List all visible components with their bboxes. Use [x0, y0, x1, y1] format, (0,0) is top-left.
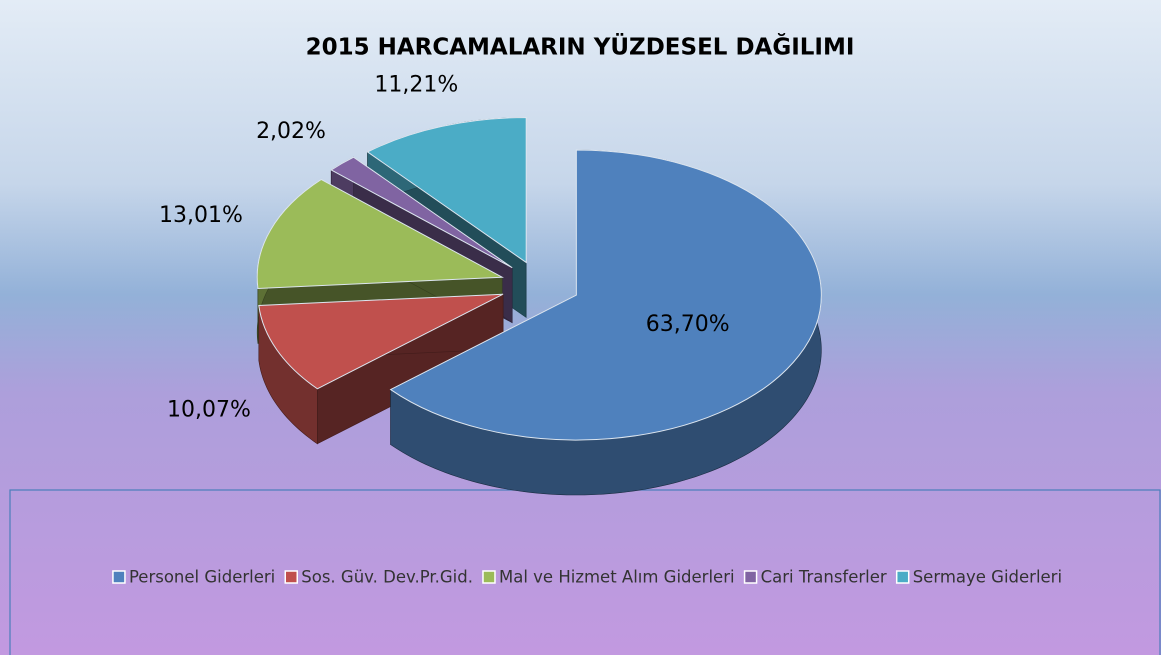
data-label: 13,01% [159, 203, 243, 228]
legend-label: Cari Transferler [761, 568, 887, 587]
legend-swatch [284, 570, 298, 584]
legend-label: Personel Giderleri [129, 568, 275, 587]
data-label: 2,02% [256, 119, 326, 144]
slice [258, 293, 504, 390]
data-label: 63,70% [646, 312, 730, 337]
data-label: 11,21% [374, 73, 458, 98]
legend-label: Sermaye Giderleri [913, 568, 1062, 587]
legend-swatch [895, 570, 910, 584]
legend-swatch [482, 570, 496, 584]
chart-title: 2015 HARCAMALARIN YÜZDESEL DAĞILIMI [306, 33, 855, 61]
slice [330, 156, 513, 269]
slice [366, 116, 527, 264]
legend-label: Mal ve Hizmet Alım Giderleri [499, 568, 735, 587]
pie-tops [256, 116, 822, 441]
legend-label: Sos. Güv. Dev.Pr.Gid. [301, 568, 473, 587]
legend-swatch [743, 570, 758, 584]
legend: Personel Giderleri Sos. Güv. Dev.Pr.Gid. M… [112, 568, 1062, 587]
legend-swatch [112, 570, 126, 584]
slice [389, 149, 822, 441]
data-label: 10,07% [167, 398, 251, 423]
slice [256, 178, 504, 289]
